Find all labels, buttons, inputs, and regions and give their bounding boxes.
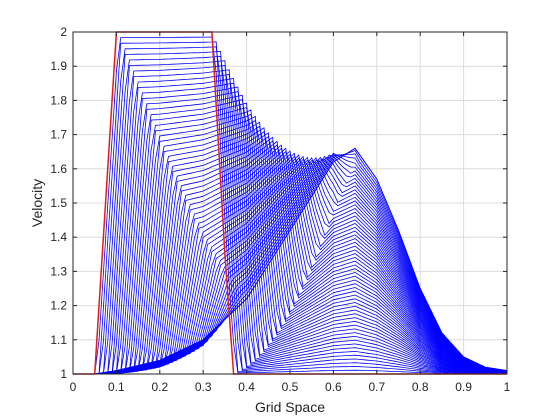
x-tick-label: 0.7 (368, 380, 385, 394)
y-tick-label: 1.9 (50, 59, 67, 73)
evolution-line (73, 113, 508, 375)
ticks: 0 0.1 0.2 0.3 0.4 0.5 0.6 0.7 0.8 0.9 1 1 1.1 1.2 1.3 1… (50, 25, 510, 394)
evolution-line (73, 50, 508, 375)
y-tick-label: 1.2 (50, 299, 67, 313)
y-tick-label: 1 (60, 367, 67, 381)
y-tick-label: 1.6 (50, 162, 67, 176)
y-tick-label: 1.8 (50, 93, 67, 107)
x-tick-label: 0.3 (195, 380, 212, 394)
evolution-line (73, 119, 508, 375)
evolution-line (73, 55, 507, 375)
y-tick-label: 2 (60, 25, 67, 39)
evolution-line (73, 69, 507, 375)
evolution-line (73, 121, 508, 375)
x-tick-label: 0.1 (108, 380, 125, 394)
evolution-line (73, 60, 508, 375)
evolution-line (73, 109, 508, 375)
x-tick-label: 0 (70, 380, 77, 394)
x-tick-label: 0.6 (325, 380, 342, 394)
evolution-line (73, 65, 508, 375)
evolution-line (73, 125, 508, 375)
evolution-line (73, 107, 508, 375)
y-tick-label: 1.4 (50, 230, 67, 244)
y-tick-label: 1.5 (50, 196, 67, 210)
x-tick-label: 0.5 (282, 380, 299, 394)
x-tick-label: 0.9 (455, 380, 472, 394)
x-tick-label: 0.8 (412, 380, 429, 394)
evolution-line (73, 102, 508, 375)
y-tick-label: 1.7 (50, 128, 67, 142)
x-tick-label: 0.4 (238, 380, 255, 394)
x-tick-label: 1 (504, 380, 511, 394)
x-tick-label: 0.2 (151, 380, 168, 394)
evolution-line (73, 94, 508, 375)
y-tick-label: 1.3 (50, 264, 67, 278)
plot-area (73, 31, 508, 375)
y-axis-label: Velocity (29, 179, 45, 227)
evolution-line (73, 82, 508, 375)
evolution-line (73, 99, 508, 375)
evolution-line (73, 91, 508, 375)
evolution-line (73, 41, 507, 375)
y-tick-label: 1.1 (50, 333, 67, 347)
evolution-line (73, 115, 508, 375)
x-axis-label: Grid Space (255, 399, 325, 415)
evolution-line (73, 78, 508, 375)
evolution-line (73, 74, 508, 375)
final-profile-line (73, 147, 508, 375)
evolution-line (73, 46, 507, 375)
evolution-line (73, 86, 508, 375)
